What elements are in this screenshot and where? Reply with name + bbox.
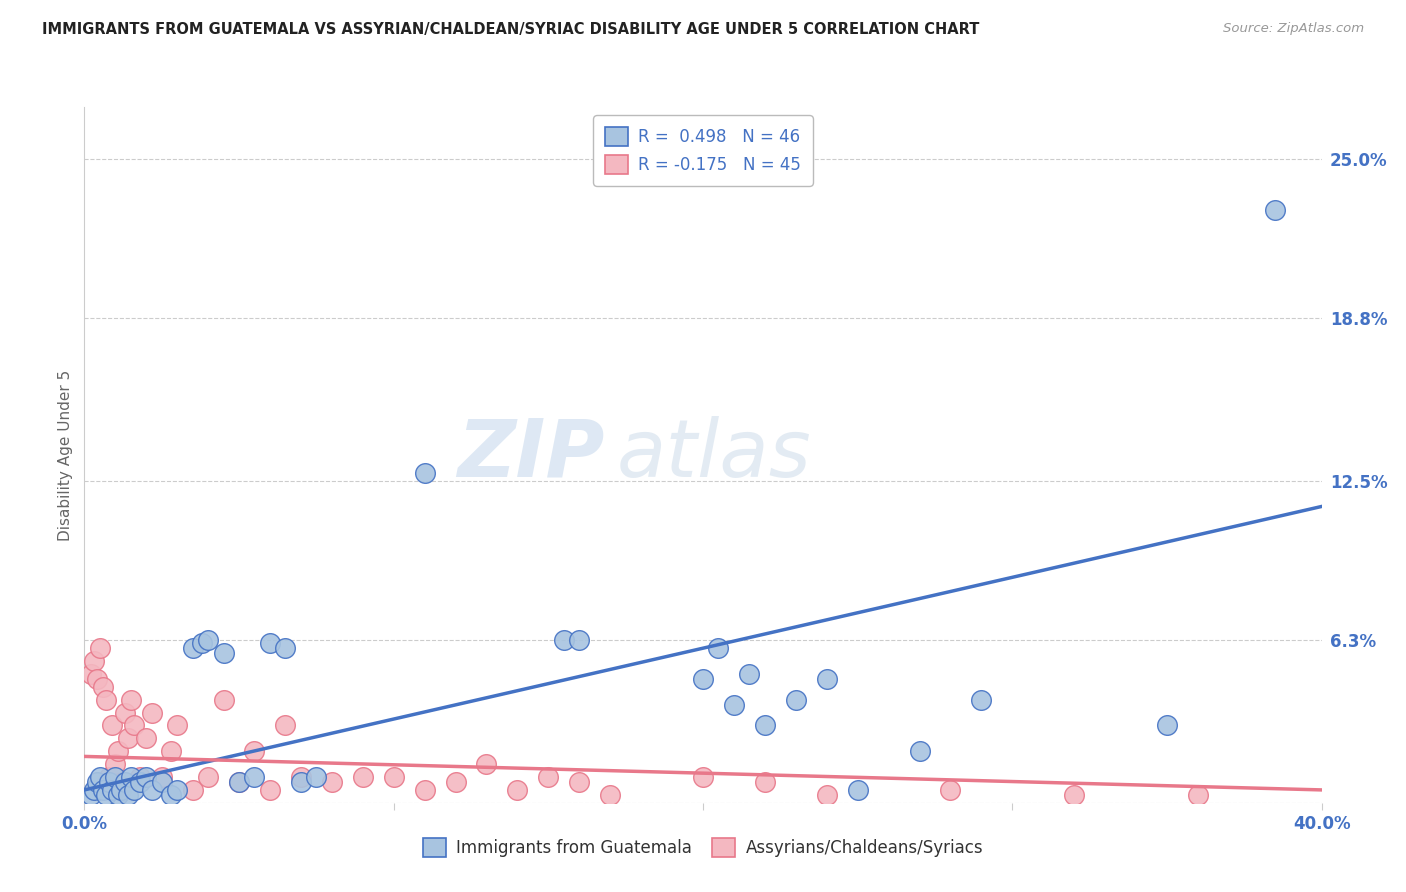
Point <box>104 770 127 784</box>
Point <box>382 770 405 784</box>
Point <box>191 636 214 650</box>
Point <box>120 692 142 706</box>
Point <box>160 744 183 758</box>
Point <box>352 770 374 784</box>
Point <box>89 770 111 784</box>
Point <box>413 466 436 480</box>
Point <box>120 770 142 784</box>
Point <box>101 718 124 732</box>
Point <box>506 783 529 797</box>
Point <box>274 641 297 656</box>
Point <box>86 775 108 789</box>
Point <box>908 744 931 758</box>
Point <box>181 641 204 656</box>
Point <box>89 641 111 656</box>
Point <box>707 641 730 656</box>
Point <box>104 757 127 772</box>
Point <box>110 783 132 797</box>
Point <box>723 698 745 712</box>
Point <box>274 718 297 732</box>
Point <box>135 770 157 784</box>
Point <box>243 770 266 784</box>
Point <box>91 783 114 797</box>
Point <box>692 672 714 686</box>
Point <box>970 692 993 706</box>
Y-axis label: Disability Age Under 5: Disability Age Under 5 <box>58 369 73 541</box>
Point <box>259 783 281 797</box>
Point <box>305 770 328 784</box>
Text: ZIP: ZIP <box>457 416 605 494</box>
Point <box>212 646 235 660</box>
Legend: Immigrants from Guatemala, Assyrians/Chaldeans/Syriacs: Immigrants from Guatemala, Assyrians/Cha… <box>416 831 990 864</box>
Point <box>135 731 157 746</box>
Point <box>98 770 121 784</box>
Point <box>1063 788 1085 802</box>
Point <box>754 775 776 789</box>
Point <box>129 775 152 789</box>
Point <box>114 775 136 789</box>
Point <box>166 783 188 797</box>
Point <box>129 770 152 784</box>
Point <box>537 770 560 784</box>
Point <box>228 775 250 789</box>
Point <box>599 788 621 802</box>
Point <box>321 775 343 789</box>
Point <box>166 718 188 732</box>
Point <box>197 770 219 784</box>
Point <box>150 775 173 789</box>
Point <box>568 633 591 648</box>
Point <box>181 783 204 797</box>
Point <box>141 706 163 720</box>
Point <box>122 783 145 797</box>
Point <box>228 775 250 789</box>
Point <box>1264 203 1286 218</box>
Point <box>83 783 105 797</box>
Point <box>141 783 163 797</box>
Point <box>738 667 761 681</box>
Text: Source: ZipAtlas.com: Source: ZipAtlas.com <box>1223 22 1364 36</box>
Point <box>150 770 173 784</box>
Point <box>107 788 129 802</box>
Point <box>475 757 498 772</box>
Point <box>107 744 129 758</box>
Point <box>197 633 219 648</box>
Point <box>94 692 117 706</box>
Point <box>79 667 101 681</box>
Point <box>939 783 962 797</box>
Point <box>117 731 139 746</box>
Point <box>259 636 281 650</box>
Point <box>79 788 101 802</box>
Point <box>553 633 575 648</box>
Point <box>290 770 312 784</box>
Point <box>815 672 838 686</box>
Text: IMMIGRANTS FROM GUATEMALA VS ASSYRIAN/CHALDEAN/SYRIAC DISABILITY AGE UNDER 5 COR: IMMIGRANTS FROM GUATEMALA VS ASSYRIAN/CH… <box>42 22 980 37</box>
Point <box>846 783 869 797</box>
Point <box>117 788 139 802</box>
Point <box>83 654 105 668</box>
Point <box>290 775 312 789</box>
Point <box>413 783 436 797</box>
Point <box>754 718 776 732</box>
Point <box>212 692 235 706</box>
Point <box>98 775 121 789</box>
Point <box>243 744 266 758</box>
Point <box>110 783 132 797</box>
Point <box>1156 718 1178 732</box>
Point <box>815 788 838 802</box>
Point <box>568 775 591 789</box>
Point <box>86 672 108 686</box>
Point <box>114 706 136 720</box>
Text: atlas: atlas <box>616 416 811 494</box>
Point <box>444 775 467 789</box>
Point <box>1187 788 1209 802</box>
Point <box>785 692 807 706</box>
Point <box>94 788 117 802</box>
Point <box>122 718 145 732</box>
Point <box>692 770 714 784</box>
Point <box>160 788 183 802</box>
Point <box>91 680 114 694</box>
Point <box>101 783 124 797</box>
